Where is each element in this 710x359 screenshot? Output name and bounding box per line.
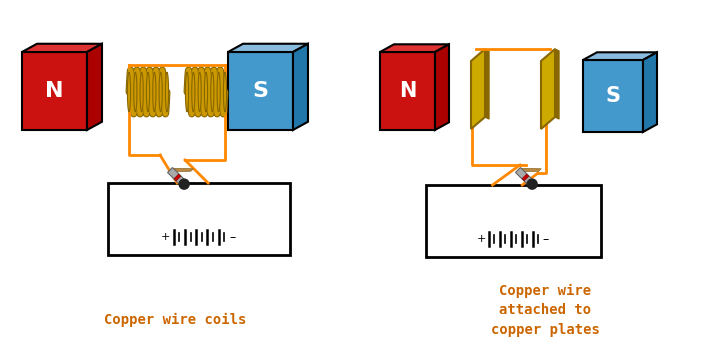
Polygon shape [228,44,308,52]
Polygon shape [583,52,657,60]
Polygon shape [435,44,449,130]
Ellipse shape [185,72,189,112]
Ellipse shape [153,72,156,112]
Polygon shape [522,174,529,181]
Polygon shape [22,44,102,52]
Circle shape [527,179,537,189]
Text: N: N [399,81,416,101]
Ellipse shape [165,72,168,112]
Polygon shape [515,168,535,187]
Text: N: N [45,81,64,101]
Polygon shape [22,52,87,130]
Ellipse shape [192,72,195,112]
Polygon shape [168,168,193,172]
Polygon shape [87,44,102,130]
Polygon shape [541,49,555,129]
Text: S: S [253,81,268,101]
Text: S: S [606,86,621,106]
Ellipse shape [133,72,137,112]
Ellipse shape [204,72,207,112]
Ellipse shape [127,72,131,112]
Polygon shape [555,49,559,119]
Ellipse shape [159,72,163,112]
Polygon shape [168,168,187,187]
Bar [108,183,290,255]
Polygon shape [471,49,485,129]
Ellipse shape [217,72,220,112]
Polygon shape [485,49,489,119]
Polygon shape [643,52,657,132]
Bar [426,185,601,257]
Polygon shape [516,168,541,172]
Text: +: + [476,234,486,244]
Circle shape [179,179,189,189]
Ellipse shape [140,72,143,112]
Ellipse shape [198,72,201,112]
Ellipse shape [211,72,214,112]
Polygon shape [293,44,308,130]
Ellipse shape [224,72,226,112]
Ellipse shape [146,72,150,112]
Text: –: – [229,231,236,244]
Text: Copper wire coils: Copper wire coils [104,313,246,327]
Polygon shape [174,174,181,181]
Text: +: + [161,232,170,242]
Text: Copper wire
attached to
copper plates: Copper wire attached to copper plates [491,283,599,337]
Text: –: – [543,233,549,246]
Polygon shape [583,60,643,132]
Polygon shape [228,52,293,130]
Polygon shape [380,44,449,52]
Polygon shape [380,52,435,130]
